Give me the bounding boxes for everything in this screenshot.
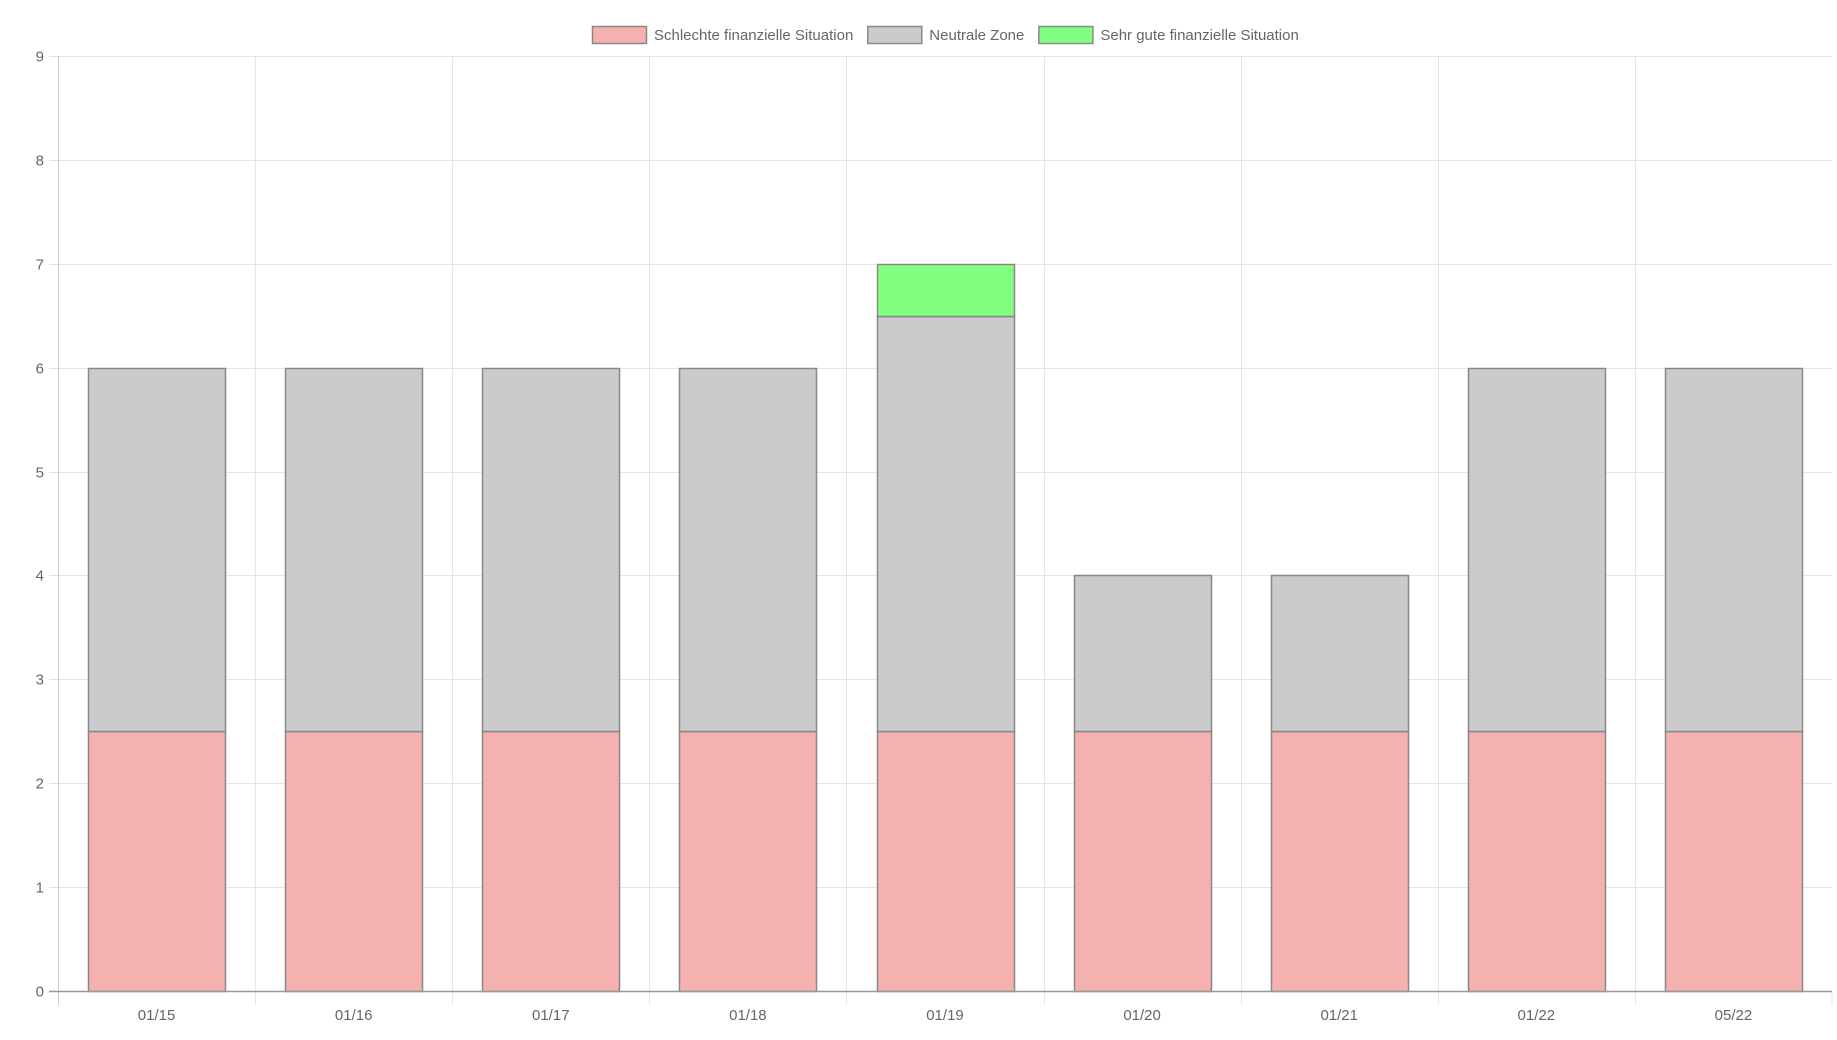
y-tick-label: 6 bbox=[36, 361, 44, 378]
y-tick-label: 9 bbox=[36, 49, 44, 66]
bar-segment-01-18-series-0[interactable] bbox=[678, 730, 818, 993]
legend-item-0[interactable]: Schlechte finanzielle Situation bbox=[591, 25, 854, 45]
legend-item-1[interactable]: Neutrale Zone bbox=[867, 25, 1025, 45]
y-tick-label: 4 bbox=[36, 568, 44, 585]
legend-swatch bbox=[867, 25, 923, 45]
y-tick-label: 1 bbox=[36, 880, 44, 897]
bar-segment-05-22-series-0[interactable] bbox=[1664, 730, 1804, 993]
bar-segment-01-22-series-0[interactable] bbox=[1467, 730, 1607, 993]
x-tick-label: 01/15 bbox=[138, 1007, 176, 1024]
legend-item-2[interactable]: Sehr gute finanzielle Situation bbox=[1038, 25, 1299, 45]
y-tick-label: 5 bbox=[36, 465, 44, 482]
bar-segment-01-15-series-0[interactable] bbox=[87, 730, 227, 993]
x-tick-label: 01/16 bbox=[335, 1007, 373, 1024]
x-axis-ticks: 01/15 01/16 01/17 01/18 01/19 01/20 01/21 01/22… bbox=[138, 1007, 1752, 1024]
bar-segment-01-21-series-1[interactable] bbox=[1270, 574, 1410, 733]
legend-label: Sehr gute finanzielle Situation bbox=[1100, 27, 1298, 44]
legend: Schlechte finanzielle Situation Neutrale … bbox=[591, 25, 1299, 45]
bar-segment-01-16-series-0[interactable] bbox=[284, 730, 424, 993]
bar-segment-01-19-series-0[interactable] bbox=[876, 730, 1016, 993]
bar-segment-01-19-series-1[interactable] bbox=[876, 315, 1016, 733]
y-tick-label: 3 bbox=[36, 672, 44, 689]
bar-segment-01-17-series-1[interactable] bbox=[481, 367, 621, 733]
bar-segment-05-22-series-1[interactable] bbox=[1664, 367, 1804, 733]
bar-segment-01-22-series-1[interactable] bbox=[1467, 367, 1607, 733]
legend-label: Schlechte finanzielle Situation bbox=[654, 27, 853, 44]
y-axis-ticks: 0 1 2 3 4 5 6 7 8 9 bbox=[36, 49, 58, 1001]
legend-label: Neutrale Zone bbox=[929, 27, 1024, 44]
bar-segment-01-17-series-0[interactable] bbox=[481, 730, 621, 993]
axes bbox=[49, 56, 1832, 1005]
x-tick-label: 05/22 bbox=[1715, 1007, 1753, 1024]
y-tick-label: 8 bbox=[36, 153, 44, 170]
bar-segment-01-21-series-0[interactable] bbox=[1270, 730, 1410, 993]
x-tick-label: 01/19 bbox=[926, 1007, 964, 1024]
x-tick-label: 01/21 bbox=[1320, 1007, 1358, 1024]
x-tick-label: 01/18 bbox=[729, 1007, 767, 1024]
legend-swatch bbox=[591, 25, 648, 45]
bar-segment-01-15-series-1[interactable] bbox=[87, 367, 227, 733]
bars bbox=[87, 263, 1804, 993]
y-tick-label: 0 bbox=[36, 984, 44, 1001]
x-tick-label: 01/22 bbox=[1518, 1007, 1556, 1024]
bar-segment-01-18-series-1[interactable] bbox=[678, 367, 818, 733]
bar-segment-01-20-series-0[interactable] bbox=[1073, 730, 1213, 993]
bar-segment-01-16-series-1[interactable] bbox=[284, 367, 424, 733]
x-tick-label: 01/17 bbox=[532, 1007, 570, 1024]
x-tick-label: 01/20 bbox=[1123, 1007, 1161, 1024]
legend-swatch bbox=[1038, 25, 1094, 45]
bar-segment-01-19-series-2[interactable] bbox=[876, 263, 1016, 318]
y-tick-label: 7 bbox=[36, 257, 44, 274]
y-tick-label: 2 bbox=[36, 776, 44, 793]
bar-segment-01-20-series-1[interactable] bbox=[1073, 574, 1213, 733]
